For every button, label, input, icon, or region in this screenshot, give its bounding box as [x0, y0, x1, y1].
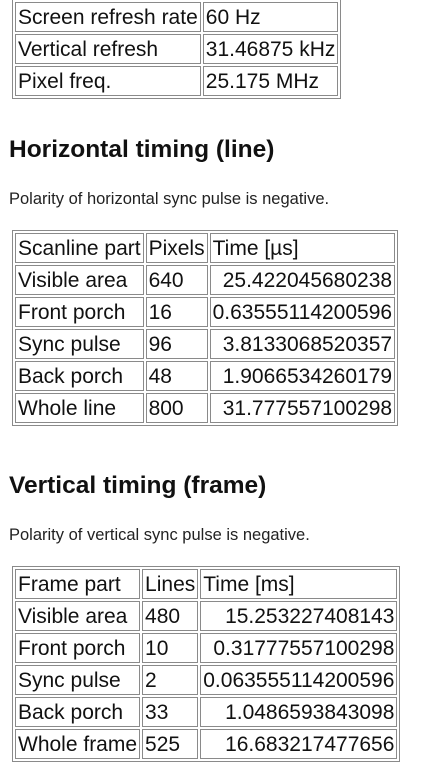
- table-cell: 1.0486593843098: [200, 697, 398, 727]
- table-cell: Back porch: [15, 697, 141, 727]
- table-cell: 25.175 MHz: [202, 66, 339, 96]
- table-cell: 640: [145, 265, 208, 295]
- table-cell: Front porch: [15, 297, 144, 327]
- table-cell: Front porch: [15, 633, 141, 663]
- table-cell: 16: [145, 297, 208, 327]
- table-cell: 10: [142, 633, 199, 663]
- table-cell: Pixel freq.: [15, 66, 201, 96]
- table-row: Screen refresh rate 60 Hz: [15, 2, 339, 32]
- table-cell: 2: [142, 665, 199, 695]
- table-cell: Sync pulse: [15, 665, 141, 695]
- table-header-row: Scanline part Pixels Time [µs]: [15, 233, 396, 263]
- table-cell: Back porch: [15, 361, 144, 391]
- table-cell: Visible area: [15, 265, 144, 295]
- horizontal-polarity-note: Polarity of horizontal sync pulse is neg…: [9, 190, 330, 208]
- table-cell: 96: [145, 329, 208, 359]
- table-cell: 31.777557100298: [209, 393, 396, 423]
- column-header: Scanline part: [15, 233, 144, 263]
- table-cell: 16.683217477656: [200, 729, 398, 759]
- table-cell: 0.63555114200596: [209, 297, 396, 327]
- table-row: Whole line 800 31.777557100298: [15, 393, 396, 423]
- column-header: Lines: [142, 569, 199, 599]
- table-row: Visible area 480 15.253227408143: [15, 601, 398, 631]
- table-cell: 31.46875 kHz: [202, 34, 339, 64]
- table-row: Vertical refresh 31.46875 kHz: [15, 34, 339, 64]
- vertical-timing-table: Frame part Lines Time [ms] Visible area …: [12, 566, 401, 762]
- table-row: Front porch 10 0.31777557100298: [15, 633, 398, 663]
- table-cell: 0.063555114200596: [200, 665, 398, 695]
- table-cell: 3.8133068520357: [209, 329, 396, 359]
- table-cell: 15.253227408143: [200, 601, 398, 631]
- general-timing-table: Screen refresh rate 60 Hz Vertical refre…: [12, 0, 342, 99]
- table-row: Visible area 640 25.422045680238: [15, 265, 396, 295]
- table-cell: 1.9066534260179: [209, 361, 396, 391]
- table-cell: 800: [145, 393, 208, 423]
- vertical-polarity-note: Polarity of vertical sync pulse is negat…: [9, 526, 310, 544]
- horizontal-timing-table: Scanline part Pixels Time [µs] Visible a…: [12, 230, 399, 426]
- table-row: Sync pulse 2 0.063555114200596: [15, 665, 398, 695]
- table-cell: 33: [142, 697, 199, 727]
- table-row: Back porch 48 1.9066534260179: [15, 361, 396, 391]
- table-cell: Whole frame: [15, 729, 141, 759]
- column-header: Pixels: [145, 233, 208, 263]
- table-cell: Screen refresh rate: [15, 2, 201, 32]
- table-row: Pixel freq. 25.175 MHz: [15, 66, 339, 96]
- table-row: Whole frame 525 16.683217477656: [15, 729, 398, 759]
- table-cell: 60 Hz: [202, 2, 339, 32]
- table-cell: Sync pulse: [15, 329, 144, 359]
- table-cell: 48: [145, 361, 208, 391]
- column-header: Time [µs]: [209, 233, 396, 263]
- table-cell: 0.31777557100298: [200, 633, 398, 663]
- table-cell: 25.422045680238: [209, 265, 396, 295]
- table-row: Sync pulse 96 3.8133068520357: [15, 329, 396, 359]
- table-cell: Whole line: [15, 393, 144, 423]
- table-row: Front porch 16 0.63555114200596: [15, 297, 396, 327]
- table-row: Back porch 33 1.0486593843098: [15, 697, 398, 727]
- column-header: Time [ms]: [200, 569, 398, 599]
- table-cell: Vertical refresh: [15, 34, 201, 64]
- table-cell: 525: [142, 729, 199, 759]
- section-heading-horizontal: Horizontal timing (line): [9, 136, 275, 163]
- column-header: Frame part: [15, 569, 141, 599]
- table-header-row: Frame part Lines Time [ms]: [15, 569, 398, 599]
- table-cell: 480: [142, 601, 199, 631]
- section-heading-vertical: Vertical timing (frame): [9, 472, 267, 499]
- table-cell: Visible area: [15, 601, 141, 631]
